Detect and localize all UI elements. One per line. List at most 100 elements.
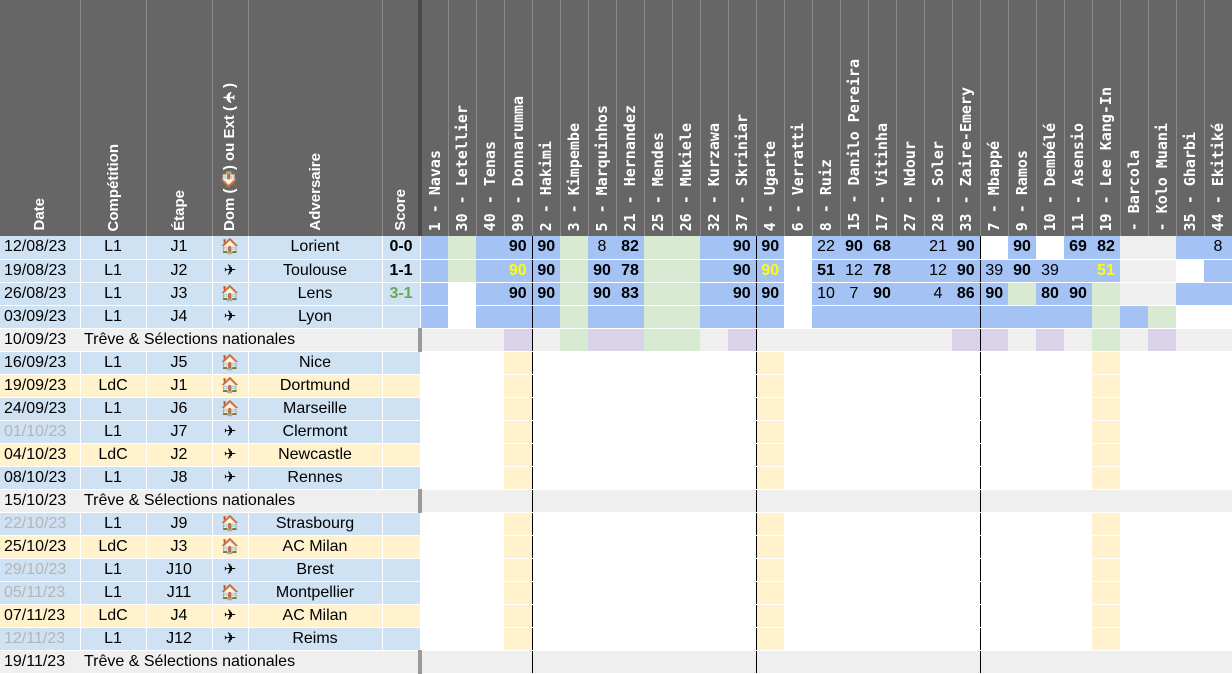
minutes-cell[interactable] — [532, 443, 560, 467]
minutes-cell[interactable] — [700, 489, 728, 513]
home-away-cell[interactable]: 🏠 — [212, 535, 249, 559]
minutes-cell[interactable] — [728, 604, 757, 628]
minutes-cell[interactable]: 90 — [504, 236, 533, 260]
minutes-cell[interactable] — [644, 581, 672, 605]
minutes-cell[interactable] — [532, 397, 560, 421]
minutes-cell[interactable]: 51 — [1092, 259, 1120, 283]
minutes-cell[interactable] — [784, 305, 812, 329]
minutes-cell[interactable] — [700, 374, 728, 398]
minutes-cell[interactable]: 8 — [588, 236, 616, 260]
competition-cell[interactable]: L1 — [80, 397, 147, 421]
minutes-cell[interactable] — [420, 443, 448, 467]
minutes-cell[interactable] — [504, 627, 533, 651]
minutes-cell[interactable] — [644, 259, 672, 283]
minutes-cell[interactable] — [644, 627, 672, 651]
player-header[interactable]: 4 - Ugarte — [756, 0, 785, 236]
minutes-cell[interactable] — [1092, 512, 1120, 536]
minutes-cell[interactable] — [700, 397, 728, 421]
minutes-cell[interactable] — [840, 305, 868, 329]
minutes-cell[interactable] — [756, 650, 784, 674]
home-away-cell[interactable]: ✈ — [212, 443, 249, 467]
minutes-cell[interactable] — [616, 604, 644, 628]
minutes-cell[interactable] — [1064, 581, 1092, 605]
player-header[interactable]: 44 - Ekitiké — [1204, 0, 1232, 236]
competition-cell[interactable]: L1 — [80, 581, 147, 605]
minutes-cell[interactable] — [1148, 328, 1176, 352]
player-header[interactable]: 26 - Mukiele — [672, 0, 701, 236]
minutes-cell[interactable] — [1176, 397, 1204, 421]
minutes-cell[interactable] — [896, 397, 924, 421]
home-away-cell[interactable]: ✈ — [212, 604, 249, 628]
minutes-cell[interactable]: 90 — [1008, 259, 1036, 283]
player-header[interactable]: 37 - Skriniar — [728, 0, 757, 236]
minutes-cell[interactable] — [1092, 558, 1120, 582]
minutes-cell[interactable] — [532, 512, 560, 536]
minutes-cell[interactable] — [1176, 558, 1204, 582]
minutes-cell[interactable] — [644, 351, 672, 375]
minutes-cell[interactable] — [672, 466, 700, 490]
minutes-cell[interactable] — [476, 305, 504, 329]
date-cell[interactable]: 01/10/23 — [0, 420, 81, 444]
minutes-cell[interactable] — [868, 305, 896, 329]
minutes-cell[interactable] — [616, 397, 644, 421]
minutes-cell[interactable] — [560, 604, 588, 628]
competition-cell[interactable]: L1 — [80, 236, 147, 260]
minutes-cell[interactable] — [1148, 466, 1176, 490]
minutes-cell[interactable] — [980, 236, 1008, 260]
minutes-cell[interactable] — [700, 420, 728, 444]
minutes-cell[interactable] — [840, 489, 868, 513]
minutes-cell[interactable] — [448, 397, 476, 421]
minutes-cell[interactable] — [980, 397, 1008, 421]
adversaire-cell[interactable]: Lorient — [248, 236, 383, 260]
minutes-cell[interactable]: 90 — [952, 259, 981, 283]
minutes-cell[interactable] — [532, 558, 560, 582]
minutes-cell[interactable] — [728, 512, 757, 536]
minutes-cell[interactable]: 90 — [980, 282, 1008, 306]
minutes-cell[interactable] — [1148, 489, 1176, 513]
minutes-cell[interactable] — [868, 374, 896, 398]
minutes-cell[interactable] — [420, 604, 448, 628]
minutes-cell[interactable] — [1064, 374, 1092, 398]
minutes-cell[interactable] — [672, 374, 700, 398]
etape-cell[interactable]: J8 — [146, 466, 213, 490]
player-header[interactable]: 25 - Mendes — [644, 0, 673, 236]
minutes-cell[interactable]: 78 — [868, 259, 896, 283]
minutes-cell[interactable]: 80 — [1036, 282, 1064, 306]
player-header[interactable]: - Barcola — [1120, 0, 1149, 236]
minutes-cell[interactable] — [924, 512, 952, 536]
minutes-cell[interactable] — [1064, 397, 1092, 421]
minutes-cell[interactable] — [672, 397, 700, 421]
minutes-cell[interactable] — [728, 351, 757, 375]
date-cell[interactable]: 19/11/23 — [0, 650, 80, 674]
minutes-cell[interactable] — [980, 305, 1008, 329]
minutes-cell[interactable] — [1008, 466, 1036, 490]
minutes-cell[interactable] — [980, 328, 1008, 352]
minutes-cell[interactable] — [868, 650, 896, 674]
minutes-cell[interactable] — [420, 420, 448, 444]
minutes-cell[interactable] — [812, 420, 840, 444]
minutes-cell[interactable] — [616, 650, 644, 674]
minutes-cell[interactable] — [1036, 328, 1064, 352]
minutes-cell[interactable] — [504, 420, 533, 444]
minutes-cell[interactable] — [672, 351, 700, 375]
minutes-cell[interactable] — [728, 535, 757, 559]
minutes-cell[interactable] — [1120, 259, 1148, 283]
minutes-cell[interactable] — [448, 466, 476, 490]
minutes-cell[interactable] — [924, 397, 952, 421]
minutes-cell[interactable] — [700, 535, 728, 559]
minutes-cell[interactable] — [840, 443, 868, 467]
minutes-cell[interactable]: 10 — [812, 282, 840, 306]
minutes-cell[interactable] — [644, 236, 672, 260]
minutes-cell[interactable] — [616, 328, 644, 352]
minutes-cell[interactable] — [1036, 512, 1064, 536]
minutes-cell[interactable] — [1120, 627, 1148, 651]
minutes-cell[interactable] — [812, 512, 840, 536]
player-header[interactable]: 9 - Ramos — [1008, 0, 1037, 236]
minutes-cell[interactable] — [1176, 420, 1204, 444]
minutes-cell[interactable] — [616, 558, 644, 582]
minutes-cell[interactable] — [1008, 351, 1036, 375]
minutes-cell[interactable] — [1176, 512, 1204, 536]
player-header[interactable]: 2 - Hakimi — [532, 0, 561, 236]
minutes-cell[interactable] — [532, 374, 560, 398]
competition-cell[interactable]: L1 — [80, 558, 147, 582]
